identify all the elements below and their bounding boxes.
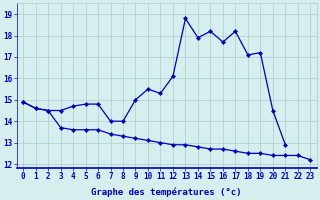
X-axis label: Graphe des températures (°c): Graphe des températures (°c): [92, 187, 242, 197]
